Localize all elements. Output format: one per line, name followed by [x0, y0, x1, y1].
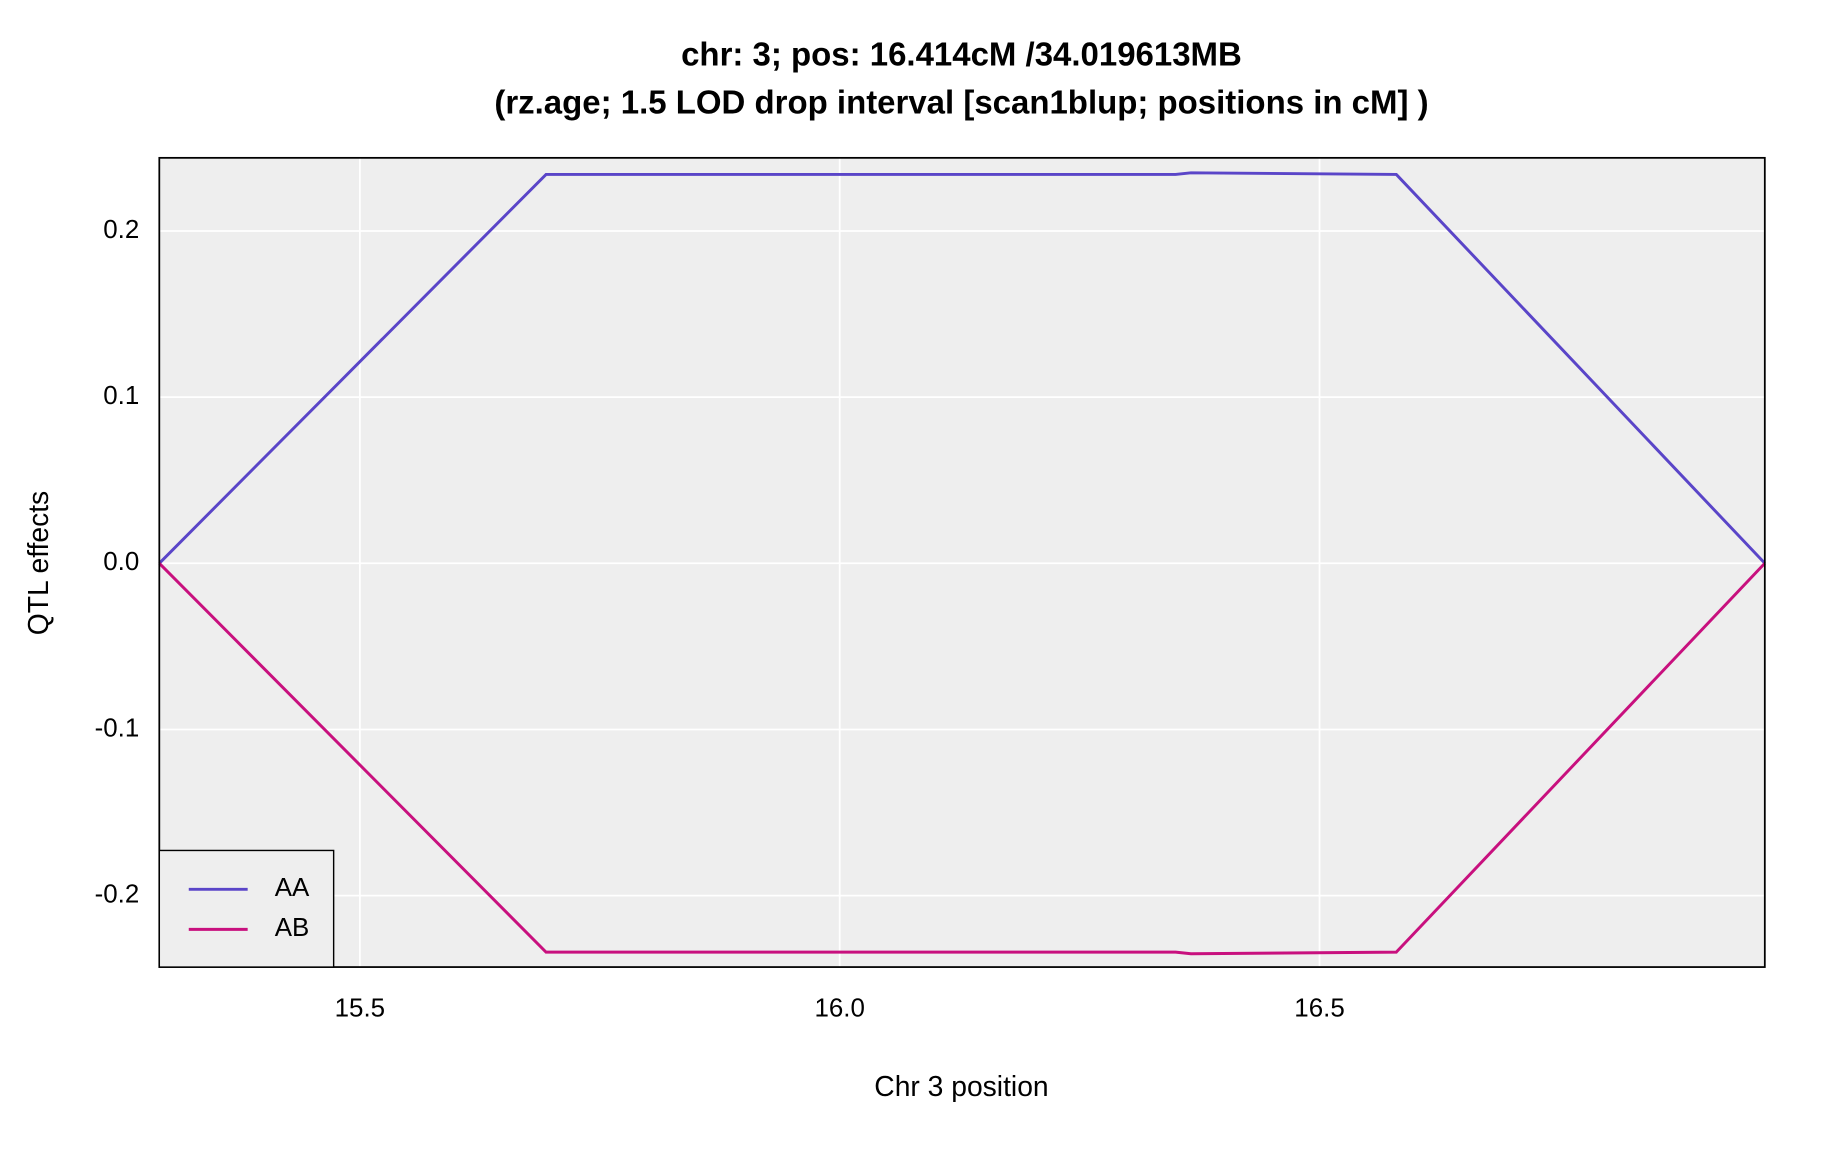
- y-tick-label: -0.2: [95, 880, 140, 908]
- y-tick-label: 0.1: [103, 382, 139, 410]
- x-axis-label: Chr 3 position: [874, 1070, 1048, 1102]
- legend-label: AA: [275, 874, 310, 902]
- y-tick-label: -0.1: [95, 714, 140, 742]
- chart-subtitle: (rz.age; 1.5 LOD drop interval [scan1blu…: [494, 84, 1428, 121]
- chart-title: chr: 3; pos: 16.414cM /34.019613MB: [681, 35, 1242, 72]
- legend-label: AB: [275, 914, 310, 942]
- y-tick-label: 0.0: [103, 548, 139, 576]
- x-tick-label: 15.5: [335, 994, 385, 1022]
- y-tick-label: 0.2: [103, 216, 139, 244]
- series-line: [158, 562, 1766, 956]
- x-tick-label: 16.5: [1294, 994, 1344, 1022]
- x-tick-label: 16.0: [814, 994, 864, 1022]
- y-axis-label: QTL effects: [22, 491, 54, 635]
- plot-frame: [158, 156, 1766, 968]
- series-line: [158, 171, 1766, 565]
- legend-box: [158, 849, 335, 968]
